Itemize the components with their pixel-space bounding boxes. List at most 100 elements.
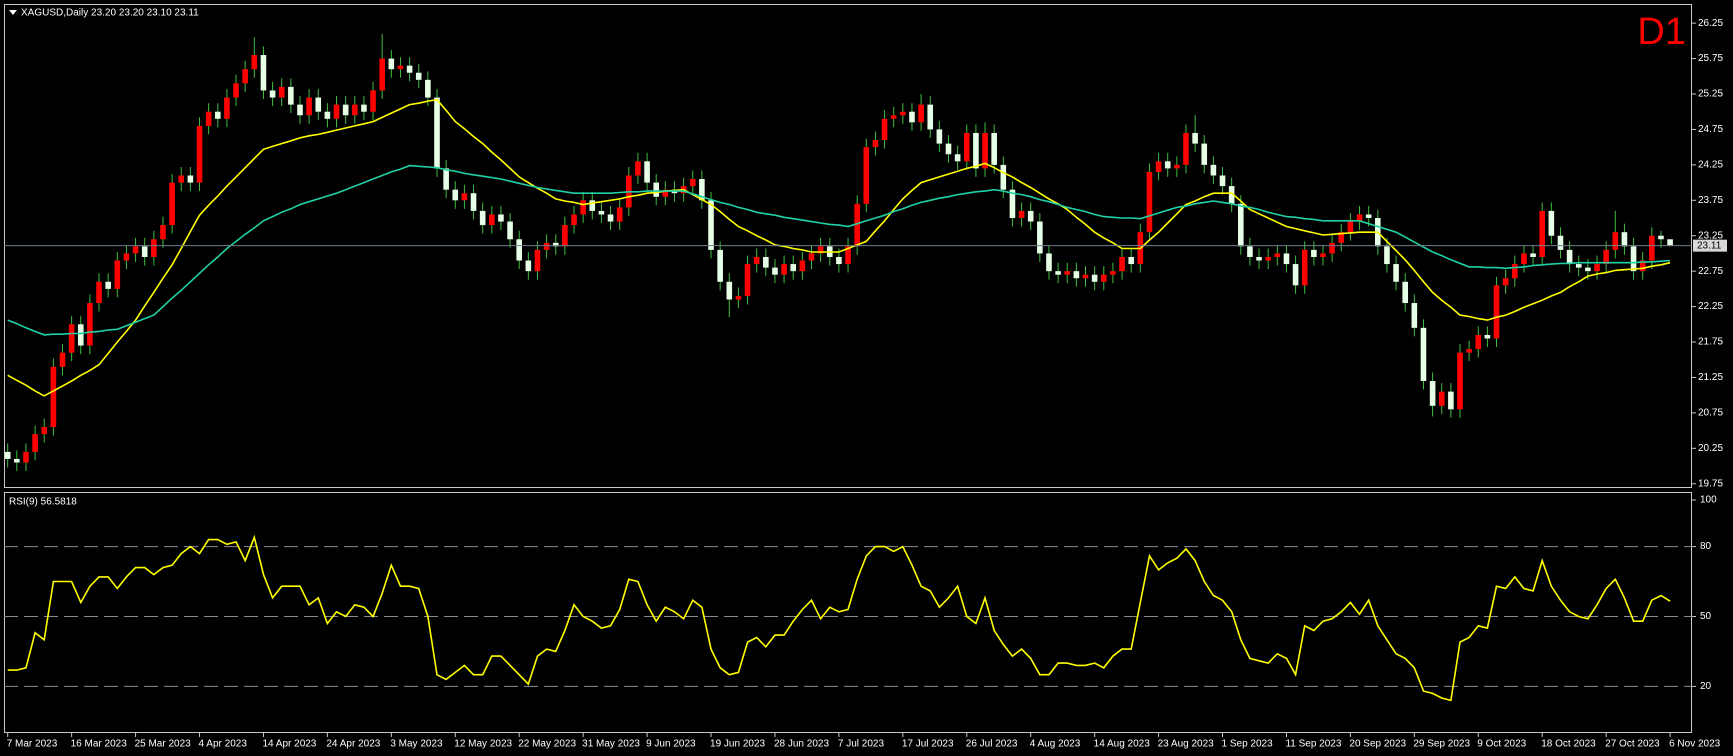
candle-body: [425, 79, 431, 98]
candle-body: [1530, 253, 1536, 257]
candle-body: [817, 246, 824, 254]
x-tick-label: 25 Mar 2023: [135, 739, 192, 750]
candle-body: [123, 253, 130, 261]
candle-body: [251, 55, 258, 70]
x-tick-label: 28 Jun 2023: [774, 739, 829, 750]
y-tick-label: 24.75: [1698, 124, 1723, 135]
candle-body: [516, 239, 523, 261]
candle-body: [132, 246, 139, 254]
candle-body: [1037, 221, 1043, 254]
candle-body: [315, 97, 322, 112]
candle-body: [991, 132, 997, 165]
candle-body: [260, 55, 267, 91]
candle-body: [361, 104, 367, 112]
candle-body: [1603, 249, 1609, 265]
y-tick-label: 20.25: [1698, 443, 1723, 454]
candle-body: [470, 193, 477, 211]
candle-body: [196, 125, 203, 183]
x-tick-label: 12 May 2023: [454, 739, 512, 750]
candle-body: [644, 161, 650, 183]
candle-body: [872, 140, 879, 148]
x-tick-label: 3 May 2023: [390, 739, 443, 750]
candle-body: [41, 427, 48, 435]
candle-body: [589, 200, 596, 211]
x-tick-label: 18 Oct 2023: [1541, 739, 1596, 750]
x-tick-label: 14 Apr 2023: [262, 739, 316, 750]
candle-body: [1466, 349, 1472, 353]
candle-body: [1639, 260, 1646, 272]
candle-body: [306, 97, 312, 116]
candle-body: [534, 249, 541, 272]
candle-body: [151, 239, 157, 257]
candle-body: [1237, 203, 1244, 247]
y-tick-label: 22.25: [1698, 301, 1723, 312]
candle-body: [763, 256, 769, 268]
x-tick-label: 19 Jun 2023: [710, 739, 765, 750]
y-tick-label: 21.25: [1698, 372, 1723, 383]
candle-body: [187, 175, 194, 183]
candle-body: [1320, 253, 1326, 257]
x-tick-label: 23 Aug 2023: [1158, 739, 1215, 750]
x-tick-label: 14 Aug 2023: [1094, 739, 1151, 750]
candle-body: [1000, 164, 1007, 190]
candle-body: [23, 451, 29, 463]
candle-body: [1119, 256, 1125, 272]
candle-body: [808, 253, 815, 261]
candle-body: [434, 97, 440, 169]
candle-body: [562, 225, 568, 247]
candle-body: [269, 90, 276, 98]
candle-body: [1621, 232, 1628, 247]
candle-body: [1201, 143, 1208, 165]
y-tick-label: 25.75: [1698, 53, 1723, 64]
x-tick-label: 24 Apr 2023: [326, 739, 380, 750]
candle-body: [114, 260, 121, 289]
candle-body: [1667, 239, 1673, 246]
candle-body: [1219, 175, 1226, 187]
y-tick-label: 50: [1700, 611, 1712, 622]
candle-body: [1027, 210, 1034, 222]
candle-body: [963, 132, 970, 162]
candle-body: [1585, 267, 1591, 272]
candle-body: [982, 132, 988, 169]
candle-body: [233, 83, 239, 98]
chart-header: XAGUSD,Daily 23.20 23.20 23.10 23.11: [21, 8, 199, 19]
candle-body: [1155, 161, 1162, 172]
candle-body: [973, 132, 979, 169]
symbol-menu-arrow: [9, 10, 17, 15]
x-tick-label: 27 Oct 2023: [1605, 739, 1660, 750]
candle-body: [498, 214, 504, 222]
candle-body: [1283, 253, 1290, 265]
x-tick-label: 26 Jul 2023: [966, 739, 1018, 750]
candle-body: [607, 214, 614, 222]
candle-body: [1429, 380, 1436, 406]
candle-body: [1411, 303, 1418, 328]
candle-body: [288, 86, 294, 105]
x-tick-label: 31 May 2023: [582, 739, 640, 750]
candle-body: [699, 179, 705, 201]
candle-body: [1082, 274, 1089, 279]
candle-body: [1630, 246, 1637, 272]
candle-body: [388, 58, 395, 70]
timeframe-badge: D1: [1637, 11, 1686, 53]
candle-body: [1247, 246, 1253, 257]
candle-body: [1018, 210, 1025, 219]
candle-body: [1575, 264, 1582, 268]
candle-body: [1228, 186, 1235, 204]
candle-body: [397, 65, 404, 70]
candle-body: [50, 366, 57, 428]
candle-body: [1484, 334, 1491, 339]
candle-body: [662, 189, 669, 197]
candle-body: [1128, 256, 1134, 265]
candle-body: [1110, 271, 1116, 275]
rsi-label: RSI(9) 56.5818: [9, 497, 77, 508]
candle-body: [945, 143, 952, 155]
candle-body: [616, 207, 623, 222]
x-tick-label: 4 Aug 2023: [1030, 739, 1081, 750]
candle-body: [552, 242, 559, 247]
y-tick-label: 80: [1700, 541, 1712, 552]
candle-body: [4, 451, 11, 459]
candle-body: [726, 281, 733, 300]
y-tick-label: 26.25: [1698, 18, 1723, 29]
